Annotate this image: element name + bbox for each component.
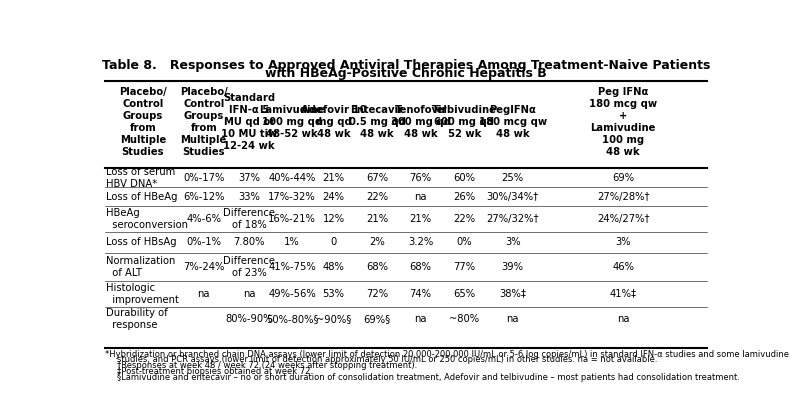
Text: 26%: 26% <box>453 192 475 202</box>
Text: 39%: 39% <box>501 262 524 272</box>
Text: 68%: 68% <box>409 262 432 272</box>
Text: Adefovir 10
mg qd
48 wk: Adefovir 10 mg qd 48 wk <box>301 105 366 139</box>
Text: 67%: 67% <box>366 173 388 183</box>
Text: Loss of HBsAg: Loss of HBsAg <box>106 237 177 247</box>
Text: PegIFNα
180 mcg qw
48 wk: PegIFNα 180 mcg qw 48 wk <box>478 105 546 139</box>
Text: †Responses at week 48 / week 72 (24 weeks after stopping treatment).: †Responses at week 48 / week 72 (24 week… <box>117 361 417 370</box>
Text: 37%: 37% <box>238 173 260 183</box>
Text: 3.2%: 3.2% <box>408 237 433 247</box>
Text: 3%: 3% <box>505 237 520 247</box>
Text: 69%§: 69%§ <box>364 314 390 324</box>
Text: §Lamivudine and entecavir – no or short duration of consolidation treatment, Ade: §Lamivudine and entecavir – no or short … <box>117 373 741 382</box>
Text: 40%-44%: 40%-44% <box>268 173 316 183</box>
Text: 0%-17%: 0%-17% <box>183 173 224 183</box>
Text: na: na <box>506 314 519 324</box>
Text: Lamivudine
100 mg qd
48-52 wk: Lamivudine 100 mg qd 48-52 wk <box>259 105 325 139</box>
Text: Tenofovir
300 mg qd
48 wk: Tenofovir 300 mg qd 48 wk <box>390 105 451 139</box>
Text: 21%: 21% <box>409 214 432 224</box>
Text: ~80%: ~80% <box>449 314 479 324</box>
Text: 50%-80%§: 50%-80%§ <box>266 314 318 324</box>
Text: 3%: 3% <box>615 237 631 247</box>
Text: 69%: 69% <box>612 173 634 183</box>
Text: 25%: 25% <box>501 173 524 183</box>
Text: 1%: 1% <box>284 237 300 247</box>
Text: Difference
of 18%: Difference of 18% <box>223 208 275 230</box>
Text: Standard
IFN-α 5
MU qd or
10 MU tiw
12-24 wk: Standard IFN-α 5 MU qd or 10 MU tiw 12-2… <box>221 92 277 150</box>
Text: na: na <box>414 314 427 324</box>
Text: 0%-1%: 0%-1% <box>186 237 221 247</box>
Text: Placebo/
Control
Groups
from
Multiple
Studies: Placebo/ Control Groups from Multiple St… <box>119 87 167 157</box>
Text: 80%-90%: 80%-90% <box>226 314 272 324</box>
Text: 7.80%: 7.80% <box>234 237 265 247</box>
Text: 24%/27%†: 24%/27%† <box>597 214 649 224</box>
Text: 21%: 21% <box>366 214 388 224</box>
Text: Difference
of 23%: Difference of 23% <box>223 256 275 278</box>
Text: 74%: 74% <box>409 289 432 299</box>
Text: na: na <box>197 289 210 299</box>
Text: Loss of serum
HBV DNA*: Loss of serum HBV DNA* <box>106 167 176 189</box>
Text: 65%: 65% <box>453 289 475 299</box>
Text: na: na <box>617 314 630 324</box>
Text: 7%-24%: 7%-24% <box>183 262 224 272</box>
Text: 49%-56%: 49%-56% <box>268 289 316 299</box>
Text: 53%: 53% <box>322 289 345 299</box>
Text: 33%: 33% <box>238 192 260 202</box>
Text: Entecavir
0.5 mg qd
48 wk: Entecavir 0.5 mg qd 48 wk <box>348 105 406 139</box>
Text: 6%-12%: 6%-12% <box>183 192 224 202</box>
Text: 41%‡: 41%‡ <box>610 289 637 299</box>
Text: 77%: 77% <box>453 262 475 272</box>
Text: 27%/32%†: 27%/32%† <box>486 214 539 224</box>
Text: 72%: 72% <box>366 289 388 299</box>
Text: Histologic
  improvement: Histologic improvement <box>106 283 179 304</box>
Text: 0: 0 <box>330 237 337 247</box>
Text: 30%/34%†: 30%/34%† <box>486 192 539 202</box>
Text: 41%-75%: 41%-75% <box>268 262 316 272</box>
Text: Durability of
  response: Durability of response <box>106 308 168 330</box>
Text: na: na <box>414 192 427 202</box>
Text: HBeAg
  seroconversion: HBeAg seroconversion <box>106 208 188 230</box>
Text: 60%: 60% <box>453 173 475 183</box>
Text: 16%-21%: 16%-21% <box>268 214 316 224</box>
Text: 46%: 46% <box>612 262 634 272</box>
Text: 22%: 22% <box>453 214 475 224</box>
Text: 2%: 2% <box>369 237 385 247</box>
Text: 48%: 48% <box>322 262 345 272</box>
Text: Loss of HBeAg: Loss of HBeAg <box>106 192 178 202</box>
Text: 38%‡: 38%‡ <box>499 289 526 299</box>
Text: Table 8.   Responses to Approved Antiviral Therapies Among Treatment-Naive Patie: Table 8. Responses to Approved Antiviral… <box>101 60 710 73</box>
Text: ~90%§: ~90%§ <box>316 314 351 324</box>
Text: na: na <box>243 289 255 299</box>
Text: 4%-6%: 4%-6% <box>186 214 221 224</box>
Text: 21%: 21% <box>322 173 345 183</box>
Text: 22%: 22% <box>366 192 388 202</box>
Text: 68%: 68% <box>366 262 388 272</box>
Text: 24%: 24% <box>322 192 345 202</box>
Text: studies, and PCR assays (lower limit of detection approximately 50 IU/mL or 250 : studies, and PCR assays (lower limit of … <box>117 355 658 365</box>
Text: *Hybridization or branched chain DNA assays (lower limit of detection 20,000-200: *Hybridization or branched chain DNA ass… <box>105 349 789 359</box>
Text: Peg IFNα
180 mcg qw
+
Lamivudine
100 mg
48 wk: Peg IFNα 180 mcg qw + Lamivudine 100 mg … <box>589 87 657 157</box>
Text: Normalization
  of ALT: Normalization of ALT <box>106 256 176 278</box>
Text: 17%-32%: 17%-32% <box>268 192 316 202</box>
Text: with HBeAg-Positive Chronic Hepatitis B: with HBeAg-Positive Chronic Hepatitis B <box>265 66 546 79</box>
Text: 27%/28%†: 27%/28%† <box>597 192 649 202</box>
Text: 0%: 0% <box>456 237 472 247</box>
Text: 76%: 76% <box>409 173 432 183</box>
Text: 12%: 12% <box>322 214 345 224</box>
Text: ‡Post-treatment biopsies obtained at week 72.: ‡Post-treatment biopsies obtained at wee… <box>117 367 314 376</box>
Text: Telbivudine
600 mg qd
52 wk: Telbivudine 600 mg qd 52 wk <box>432 105 497 139</box>
Text: Placebo/
Control
Groups
from
Multiple
Studies: Placebo/ Control Groups from Multiple St… <box>180 87 227 157</box>
